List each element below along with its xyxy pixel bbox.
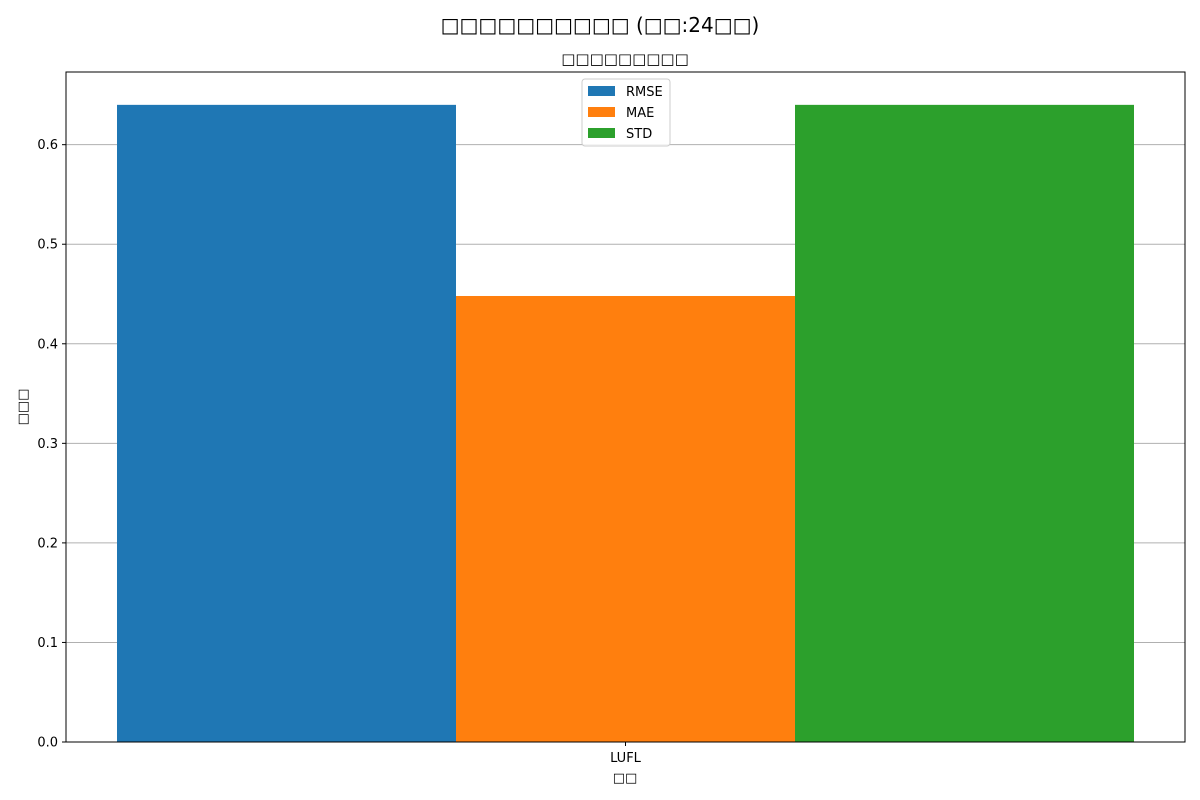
legend-label-mae: MAE: [626, 106, 654, 121]
legend-swatch-std: [588, 128, 615, 138]
legend-swatch-mae: [588, 107, 615, 117]
y-tick-label: 0.6: [37, 138, 58, 153]
legend: RMSE MAE STD: [581, 78, 671, 147]
bar-rmse-lufl: [117, 104, 456, 742]
bar-std-lufl: [795, 104, 1134, 742]
y-tick-label: 0.0: [37, 736, 58, 751]
bar-mae-lufl: [456, 295, 795, 742]
y-axis-ticks: 0.0 0.1 0.2 0.3 0.4 0.5 0.6: [37, 138, 66, 751]
legend-label-rmse: RMSE: [626, 85, 663, 100]
bars: [117, 104, 1134, 742]
x-axis-ticks: LUFL: [610, 742, 642, 766]
y-tick-label: 0.3: [37, 437, 58, 452]
legend-swatch-rmse: [588, 86, 615, 96]
x-axis-label: □□: [613, 771, 638, 786]
chart-title: □□□□□□□□□□ (□□:24□□): [441, 13, 760, 37]
y-tick-label: 0.1: [37, 636, 58, 651]
y-tick-label: 0.2: [37, 536, 58, 551]
x-tick-label: LUFL: [610, 751, 642, 766]
y-tick-label: 0.4: [37, 337, 58, 352]
chart-subtitle: □□□□□□□□□: [561, 50, 689, 68]
y-axis-label: □□□: [16, 389, 31, 426]
legend-label-std: STD: [626, 127, 652, 142]
y-tick-label: 0.5: [37, 238, 58, 253]
